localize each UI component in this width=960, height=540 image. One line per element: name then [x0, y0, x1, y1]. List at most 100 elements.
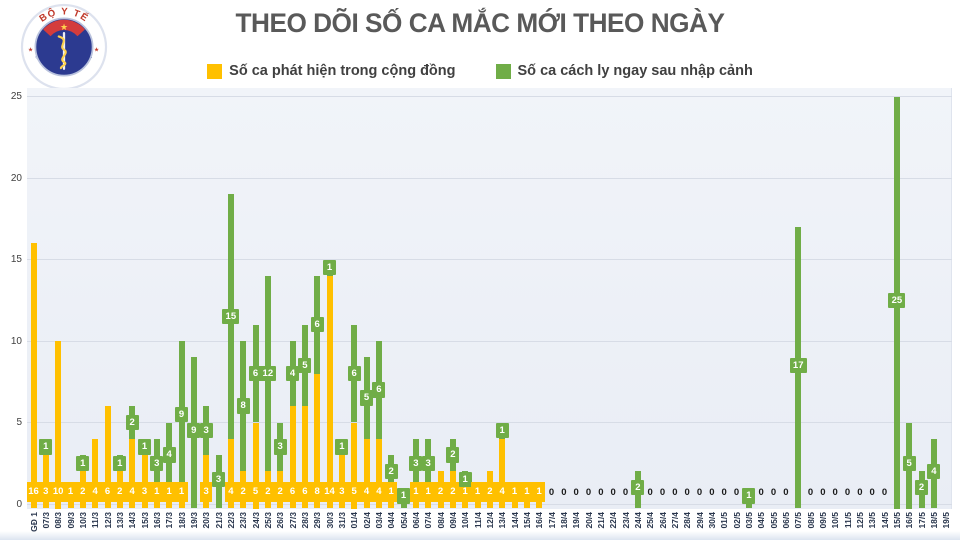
community-value-label: 1 — [175, 482, 188, 502]
zero-value-label: 0 — [598, 487, 604, 498]
community-value-label: 1 — [471, 482, 484, 502]
community-value-label: 4 — [495, 482, 509, 502]
imported-value-label: 6 — [347, 365, 361, 382]
logo-right-star-icon: ★ — [94, 46, 100, 53]
y-axis-label: 25 — [10, 91, 22, 102]
imported-value-label: 3 — [421, 455, 435, 471]
x-axis-label-text: 14/5 — [879, 512, 890, 529]
gridline — [27, 96, 952, 97]
community-value-label: 8 — [310, 482, 324, 502]
x-axis-label-text: 08/4 — [435, 512, 446, 529]
community-value-label: 1 — [421, 482, 435, 502]
x-axis-label-text: 18/4 — [558, 512, 569, 529]
x-axis-label-text: 02/5 — [731, 512, 742, 529]
x-axis-label-text: 26/3 — [275, 512, 286, 529]
x-axis-label-text: 14/4 — [509, 512, 520, 529]
imported-value-label: 5 — [298, 357, 312, 374]
x-axis-label-text: 12/4 — [484, 512, 495, 529]
legend-swatch-community-icon — [207, 63, 223, 79]
community-value-label: 10 — [51, 482, 65, 502]
zero-value-label: 0 — [622, 487, 629, 498]
x-axis-label-text: 16/5 — [904, 512, 915, 529]
bar-community-segment — [55, 341, 62, 509]
gridline — [27, 177, 952, 179]
imported-value-label: 2 — [631, 479, 645, 496]
x-axis-label-text: 27/4 — [669, 512, 680, 529]
community-value-label: 2 — [446, 482, 460, 502]
community-value-label: 1 — [508, 482, 521, 502]
imported-value-label: 2 — [125, 414, 139, 431]
imported-value-label: 3 — [150, 455, 164, 471]
x-axis-label-text: 15/4 — [521, 512, 532, 529]
gridline — [27, 259, 952, 260]
imported-value-label: 1 — [76, 455, 90, 471]
imported-value-label: 5 — [902, 455, 916, 471]
community-value-label: 1 — [384, 482, 398, 502]
bar-community-segment — [289, 406, 296, 509]
imported-value-label: 1 — [335, 439, 349, 455]
x-axis-label-text: 17/3 — [164, 512, 175, 529]
bar-community-segment — [326, 275, 333, 509]
imported-value-label: 2 — [915, 479, 929, 496]
zero-value-label: 0 — [659, 487, 666, 498]
y-axis-label: 15 — [10, 254, 22, 265]
y-axis-label: 0 — [16, 498, 22, 510]
imported-value-label: 3 — [212, 471, 225, 488]
x-axis-label-text: 12/5 — [854, 512, 865, 529]
bar-community-segment — [314, 373, 321, 509]
zero-value-label: 0 — [672, 487, 678, 498]
community-value-label: 3 — [199, 482, 213, 502]
x-axis-label-text: 17/5 — [916, 512, 927, 529]
imported-value-label: 12 — [259, 365, 277, 382]
zero-value-label: 0 — [857, 487, 863, 498]
x-axis-label-text: 04/5 — [756, 512, 767, 529]
imported-value-label: 6 — [310, 316, 324, 333]
imported-value-label: 1 — [458, 471, 472, 488]
bar-community-segment — [104, 406, 111, 509]
moh-logo-seal: BỘ Y TẾ MINISTRY OF HEALTH ★ ★ ★ — [20, 3, 108, 91]
community-value-label: 4 — [360, 482, 373, 502]
x-axis-label-text: 06/4 — [410, 512, 421, 529]
x-axis-label-text: 13/4 — [497, 512, 508, 529]
zero-value-label: 0 — [610, 487, 616, 498]
legend-item-community: Số ca phát hiện trong cộng đồng — [207, 63, 456, 79]
bar-community-segment — [375, 438, 382, 509]
community-value-label: 2 — [273, 482, 287, 502]
x-axis-label-text: 20/3 — [201, 512, 212, 529]
imported-value-label: 1 — [742, 488, 756, 504]
x-axis-label-text: 03/5 — [743, 512, 754, 529]
zero-value-label: 0 — [783, 487, 789, 498]
imported-value-label: 3 — [409, 455, 423, 471]
x-axis-label-text: 17/4 — [546, 512, 557, 529]
imported-value-label: 3 — [199, 422, 213, 439]
gridline — [27, 340, 952, 342]
bar-community-segment — [129, 438, 136, 509]
zero-value-label: 0 — [832, 487, 838, 498]
community-value-label: 4 — [372, 482, 386, 502]
x-axis-label-text: 30/3 — [324, 512, 335, 529]
imported-value-label: 17 — [789, 357, 807, 374]
y-axis-label: 5 — [16, 417, 22, 428]
zero-value-label: 0 — [573, 487, 579, 498]
bar-community-segment — [338, 455, 345, 509]
bar-community-segment — [499, 438, 506, 509]
x-axis-label-text: 28/3 — [299, 512, 310, 529]
x-axis-label-text: 13/3 — [114, 512, 125, 529]
x-axis-label-text: 24/4 — [632, 512, 643, 529]
community-value-label: 1 — [409, 482, 423, 502]
zero-value-label: 0 — [881, 487, 888, 498]
community-value-label: 2 — [261, 482, 275, 502]
imported-value-label: 1 — [397, 488, 411, 504]
x-axis-label-text: 15/3 — [139, 512, 150, 529]
community-value-label: 2 — [434, 482, 447, 502]
x-axis-label-text: 13/5 — [867, 512, 878, 529]
community-value-label: 16 — [27, 482, 40, 502]
x-axis-label-text: 02/4 — [361, 512, 372, 529]
logo-star-icon: ★ — [60, 22, 68, 32]
bar-community-segment — [92, 438, 99, 509]
zero-value-label: 0 — [770, 487, 777, 498]
x-axis-label-text: 07/5 — [793, 512, 804, 529]
imported-value-label: 4 — [162, 447, 176, 463]
x-axis-label-text: 31/3 — [336, 512, 347, 529]
community-value-label: 2 — [236, 482, 250, 502]
